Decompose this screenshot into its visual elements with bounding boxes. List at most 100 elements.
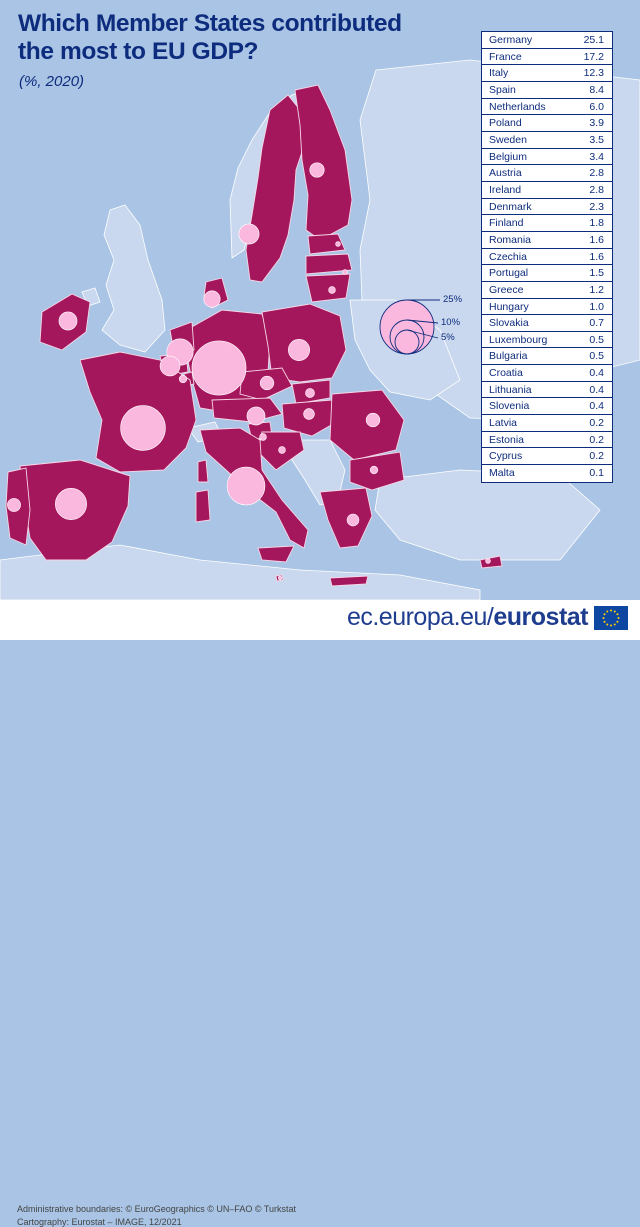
gdp-share-value: 0.4 <box>589 367 604 380</box>
estonia-shape <box>307 233 346 255</box>
flag-star <box>606 610 609 613</box>
gdp-share-value: 1.2 <box>589 283 604 296</box>
gdp-share-value: 0.7 <box>589 317 604 330</box>
country-name: Netherlands <box>489 100 546 113</box>
eu-flag-icon <box>594 606 628 630</box>
lithuania-shape <box>305 273 351 303</box>
gdp-share-value: 3.5 <box>589 133 604 146</box>
bubble-ireland <box>58 311 78 331</box>
table-row: Austria 2.8 <box>482 165 612 182</box>
gdp-share-value: 0.2 <box>589 450 604 463</box>
table-row: Slovenia 0.4 <box>482 398 612 416</box>
flag-star <box>603 613 606 616</box>
country-name: Cyprus <box>489 450 523 463</box>
table-row: Estonia 0.2 <box>482 432 612 449</box>
country-name: Austria <box>489 167 522 180</box>
cyprus-shape <box>479 555 503 569</box>
bubble-finland <box>309 162 325 178</box>
country-name: Bulgaria <box>489 350 528 363</box>
bubble-greece <box>346 513 360 527</box>
gdp-share-value: 0.4 <box>589 383 604 396</box>
flag-star <box>606 623 609 626</box>
brand-name: eurostat <box>493 603 588 631</box>
uk-land <box>101 204 166 353</box>
gdp-share-value: 1.0 <box>589 300 604 313</box>
gdp-share-value: 0.5 <box>589 333 604 346</box>
bubble-slovakia <box>305 388 315 398</box>
table-row: Denmark 2.3 <box>482 199 612 216</box>
gdp-share-value: 25.1 <box>583 34 604 46</box>
bubble-hungary <box>303 408 315 420</box>
table-row: Sweden 3.5 <box>482 132 612 149</box>
gdp-share-value: 2.3 <box>589 200 604 213</box>
bubble-latvia <box>342 269 348 275</box>
sicily-shape <box>257 545 295 563</box>
corsica-shape <box>197 459 209 483</box>
bubble-romania <box>365 412 381 428</box>
country-name: Germany <box>489 34 533 46</box>
gdp-share-value: 6.0 <box>589 100 604 113</box>
gdp-share-value: 3.9 <box>589 117 604 130</box>
unit-subtitle: (%, 2020) <box>19 73 85 90</box>
table-row: Spain 8.4 <box>482 82 612 99</box>
bubble-austria <box>246 406 266 426</box>
country-name: Slovenia <box>489 400 530 413</box>
country-name: Slovakia <box>489 317 529 330</box>
eurostat-brand[interactable]: ec.europa.eu/eurostat <box>346 603 589 632</box>
bubble-spain <box>55 488 87 520</box>
gdp-share-value: 17.2 <box>583 50 604 63</box>
country-name: Italy <box>489 67 509 80</box>
gdp-share-value: 0.5 <box>589 350 604 363</box>
table-row: Germany 25.1 <box>482 32 612 49</box>
bubble-poland <box>288 339 310 361</box>
bubble-germany <box>191 340 247 396</box>
crete-shape <box>329 575 369 587</box>
country-name: Spain <box>489 83 516 96</box>
country-name: Ireland <box>489 183 522 196</box>
gdp-share-value: 1.8 <box>589 217 604 230</box>
gdp-share-value: 3.4 <box>589 150 604 163</box>
table-row: Portugal 1.5 <box>482 265 612 282</box>
table-row: Cyprus 0.2 <box>482 448 612 466</box>
table-row: Ireland 2.8 <box>482 182 612 199</box>
table-row: Latvia 0.2 <box>482 415 612 432</box>
bubble-slovenia <box>259 433 267 441</box>
size-legend <box>379 299 440 355</box>
brand-url: ec.europa.eu/ <box>346 603 494 631</box>
country-name: Romania <box>489 233 532 246</box>
table-row: Netherlands 6.0 <box>482 99 612 116</box>
table-row: Greece 1.2 <box>482 282 612 299</box>
bubble-denmark <box>203 290 221 308</box>
country-name: Luxembourg <box>489 333 548 346</box>
flag-star <box>603 620 606 623</box>
bubble-italy <box>226 466 266 506</box>
flag-star <box>616 613 619 616</box>
gdp-bubbles <box>7 162 491 581</box>
north-africa-land <box>0 544 481 600</box>
legend-label-5: 5% <box>441 332 455 343</box>
gdp-share-table: Germany 25.1 France 17.2 Italy 12.3 Spain 8.4 Ne… <box>481 31 613 483</box>
bubble-france <box>120 405 166 451</box>
legend-circle-25 <box>379 299 435 355</box>
credit-boundaries: Administrative boundaries: © EuroGeograp… <box>17 1204 297 1214</box>
table-row: Croatia 0.4 <box>482 365 612 382</box>
flag-star <box>610 609 612 612</box>
table-row: Finland 1.8 <box>482 215 612 232</box>
table-row: Italy 12.3 <box>482 65 612 82</box>
flag-star <box>610 624 612 627</box>
credit-cartography: Cartography: Eurostat – IMAGE, 12/2021 <box>17 1217 182 1227</box>
gdp-share-value: 1.6 <box>589 250 604 263</box>
bubble-malta <box>277 575 283 581</box>
flag-star <box>617 617 620 619</box>
table-row: Slovakia 0.7 <box>482 315 612 332</box>
country-name: Hungary <box>489 300 529 313</box>
table-row: Belgium 3.4 <box>482 149 612 166</box>
gdp-share-value: 12.3 <box>583 67 604 80</box>
page-title: Which Member States contributed the most… <box>18 10 402 65</box>
legend-label-10: 10% <box>441 317 461 328</box>
romania-shape <box>329 389 405 461</box>
country-name: Lithuania <box>489 383 532 396</box>
flag-star <box>616 620 619 623</box>
table-row: Luxembourg 0.5 <box>482 332 612 349</box>
gdp-share-value: 2.8 <box>589 167 604 180</box>
